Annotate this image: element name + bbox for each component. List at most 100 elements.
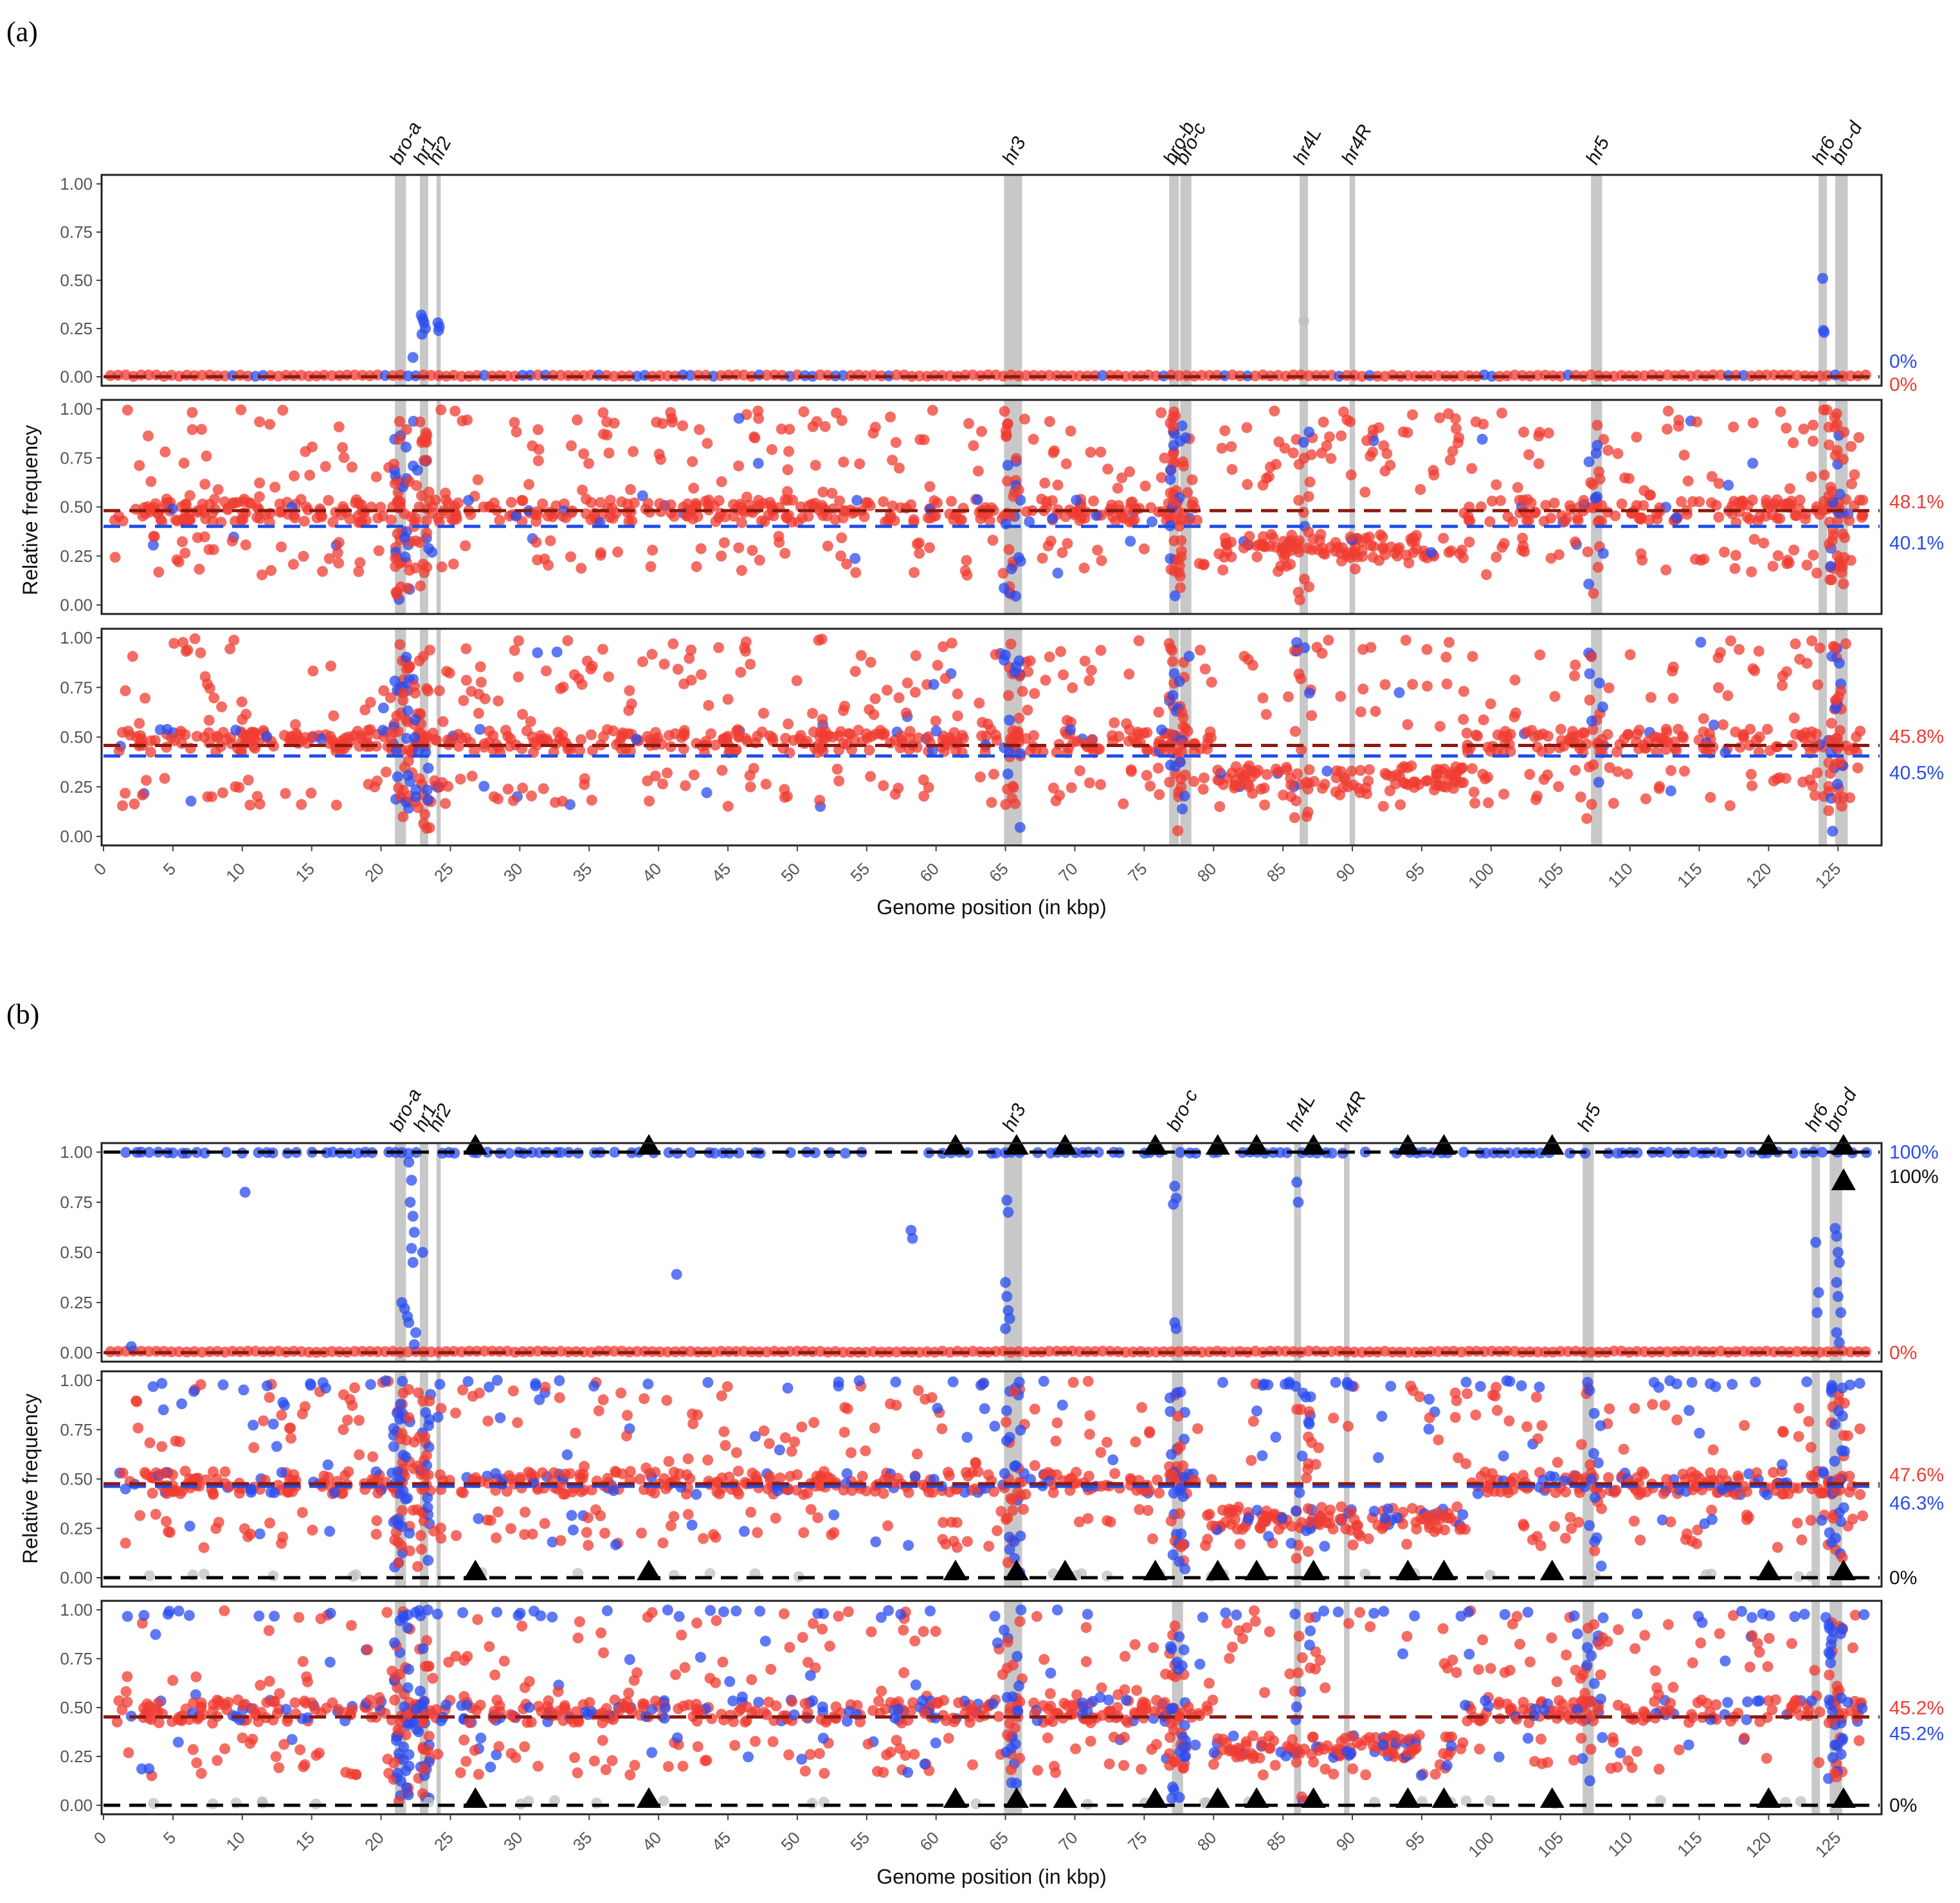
data-point	[1017, 685, 1028, 697]
data-point	[1840, 638, 1851, 649]
data-point	[455, 773, 466, 785]
data-point	[990, 1147, 1002, 1159]
data-point	[466, 770, 478, 782]
y-tick-label: 0.25	[60, 319, 93, 338]
data-point	[460, 732, 472, 744]
data-point	[1107, 1454, 1119, 1466]
data-point	[1566, 1522, 1577, 1534]
data-point	[930, 715, 941, 726]
data-point	[194, 563, 205, 575]
data-point	[184, 514, 195, 525]
data-point	[254, 416, 266, 428]
data-point	[1792, 1517, 1803, 1529]
y-tick-label: 0.50	[60, 271, 93, 290]
data-point	[1291, 768, 1303, 779]
data-point	[974, 771, 986, 782]
data-point	[1172, 554, 1184, 566]
data-point	[434, 1469, 446, 1481]
data-point	[844, 728, 856, 740]
data-point	[1360, 532, 1372, 544]
data-point	[882, 1520, 894, 1531]
data-point	[408, 1339, 420, 1350]
panel-frame	[100, 174, 1883, 387]
data-point	[1826, 717, 1837, 729]
y-tick-label: 1.00	[60, 174, 93, 194]
data-point	[716, 764, 728, 776]
x-tick-label: 75	[1124, 859, 1151, 886]
data-point	[235, 404, 247, 415]
data-point	[478, 1346, 490, 1357]
data-point	[610, 1539, 621, 1551]
data-point	[1175, 582, 1186, 593]
data-point	[1775, 406, 1786, 417]
data-point	[779, 548, 791, 559]
data-point	[421, 515, 432, 527]
data-point	[628, 497, 640, 509]
data-point	[1000, 1277, 1012, 1288]
data-point	[685, 674, 697, 686]
data-point	[774, 1472, 786, 1484]
data-point	[288, 1469, 300, 1481]
data-point	[134, 717, 145, 729]
data-point	[123, 1747, 134, 1758]
data-point	[865, 656, 876, 668]
data-point	[1732, 1470, 1744, 1482]
data-point	[1803, 1416, 1815, 1427]
triangle-marker	[637, 1134, 662, 1155]
data-point	[1727, 500, 1738, 512]
data-point	[853, 1375, 865, 1387]
data-point	[134, 460, 145, 471]
panel-b-1: 0.000.250.500.751.00 100%100%0%	[60, 1134, 1939, 1364]
data-point	[1483, 797, 1494, 809]
data-point	[918, 790, 930, 802]
data-point	[354, 741, 365, 752]
data-point	[1110, 515, 1121, 527]
data-point	[1165, 464, 1177, 476]
y-tick-label: 1.00	[60, 628, 93, 647]
data-point	[1658, 1488, 1669, 1499]
data-point	[262, 1380, 273, 1391]
data-point	[668, 510, 680, 522]
data-point	[1738, 1346, 1749, 1357]
data-point	[912, 732, 924, 744]
data-point	[1433, 780, 1445, 791]
data-point	[628, 446, 639, 457]
data-point	[1542, 730, 1554, 742]
data-point	[1444, 636, 1455, 648]
data-point	[408, 460, 419, 472]
y-tick-label: 0.50	[60, 1470, 93, 1489]
data-point	[1239, 651, 1250, 662]
data-point	[552, 726, 564, 738]
data-point	[385, 692, 396, 703]
data-point	[887, 455, 898, 466]
data-point	[779, 784, 790, 795]
data-point	[276, 1538, 287, 1549]
data-point	[1676, 496, 1687, 507]
data-point	[395, 1433, 406, 1445]
data-point	[286, 1432, 296, 1444]
data-point	[1530, 1391, 1542, 1403]
triangle-marker	[1143, 1560, 1168, 1580]
data-point	[1831, 779, 1843, 790]
data-point	[1054, 789, 1066, 801]
data-point	[647, 545, 658, 556]
data-point	[1553, 781, 1565, 792]
x-tick-label: 105	[1534, 859, 1567, 892]
data-point	[237, 714, 248, 725]
x-tick-label: 5	[159, 859, 179, 879]
data-point	[923, 1486, 934, 1498]
data-point	[1724, 800, 1736, 811]
data-point	[946, 637, 957, 649]
data-point	[540, 1382, 551, 1393]
data-point	[1357, 683, 1369, 695]
data-point	[752, 1527, 763, 1538]
data-point	[1257, 692, 1269, 704]
data-point	[504, 1470, 515, 1481]
data-point	[702, 1376, 714, 1388]
data-point	[385, 514, 397, 526]
data-point	[1597, 701, 1608, 713]
data-point	[1533, 458, 1545, 469]
region-label-bro-c: bro-c	[1163, 1086, 1202, 1135]
data-point	[484, 725, 495, 737]
data-point	[738, 1526, 750, 1537]
